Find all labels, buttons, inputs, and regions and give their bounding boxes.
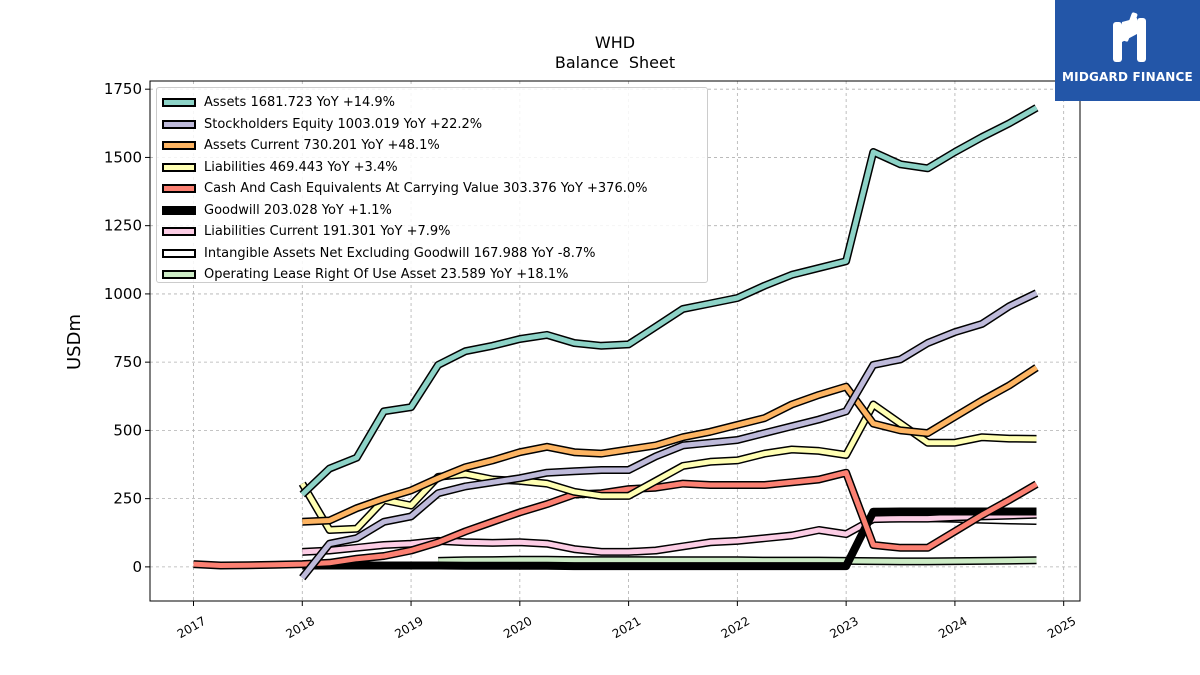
x-tick-label: 2023: [827, 614, 860, 641]
legend-item: Assets 1681.723 YoY +14.9%: [161, 92, 707, 114]
y-tick-label: 1750: [104, 80, 142, 98]
legend-label: Goodwill 203.028 YoY +1.1%: [204, 202, 392, 218]
legend-swatch: [162, 98, 196, 108]
y-tick-label: 750: [113, 353, 142, 371]
chart-subtitle: Balance Sheet: [555, 53, 675, 72]
x-tick-label: 2022: [719, 614, 752, 641]
y-tick-label: 1000: [104, 285, 142, 303]
legend-swatch: [162, 270, 196, 280]
legend-item: Goodwill 203.028 YoY +1.1%: [161, 200, 707, 222]
legend-item: Assets Current 730.201 YoY +48.1%: [161, 135, 707, 157]
x-tick-label: 2020: [501, 614, 534, 641]
y-axis-label: USDm: [64, 314, 85, 370]
x-tick-label: 2019: [392, 614, 425, 641]
series-line-assets: [300, 105, 1038, 497]
legend-item: Operating Lease Right Of Use Asset 23.58…: [161, 264, 707, 286]
legend-label: Stockholders Equity 1003.019 YoY +22.2%: [204, 116, 483, 132]
x-tick-label: 2021: [610, 614, 643, 641]
legend-label: Cash And Cash Equivalents At Carrying Va…: [204, 181, 648, 197]
y-tick-label: 1500: [104, 148, 142, 166]
legend-swatch: [162, 205, 196, 215]
legend-item: Liabilities Current 191.301 YoY +7.9%: [161, 221, 707, 243]
legend-item: Cash And Cash Equivalents At Carrying Va…: [161, 178, 707, 200]
logo-text: MIDGARD FINANCE: [1062, 70, 1193, 84]
legend-label: Assets 1681.723 YoY +14.9%: [204, 95, 396, 111]
x-tick-label: 2025: [1045, 614, 1078, 641]
series-line-assets-current: [302, 365, 1038, 525]
legend-label: Operating Lease Right Of Use Asset 23.58…: [204, 267, 569, 283]
legend-swatch: [162, 248, 196, 258]
legend-swatch: [162, 162, 196, 172]
series-line-stockholders-equity: [300, 290, 1038, 580]
legend-label: Intangible Assets Net Excluding Goodwill…: [204, 245, 596, 261]
y-tick-label: 0: [132, 558, 142, 576]
y-tick-label: 250: [113, 490, 142, 508]
legend-swatch: [162, 184, 196, 194]
x-tick-label: 2018: [284, 614, 317, 641]
legend-label: Liabilities 469.443 YoY +3.4%: [204, 159, 398, 175]
legend-item: Stockholders Equity 1003.019 YoY +22.2%: [161, 114, 707, 136]
legend-item: Liabilities 469.443 YoY +3.4%: [161, 157, 707, 179]
y-tick-label: 1250: [104, 217, 142, 235]
y-tick-label: 500: [113, 421, 142, 439]
M-logo-icon: [1113, 12, 1146, 62]
x-tick-label: 2024: [936, 614, 969, 641]
legend: Assets 1681.723 YoY +14.9% Stockholders E…: [156, 87, 708, 283]
x-tick-label: 2017: [175, 614, 208, 641]
series-lines: [193, 104, 1039, 581]
legend-swatch: [162, 227, 196, 237]
series-line-operating-lease-right-of-use-asset: [438, 557, 1037, 564]
legend-item: Intangible Assets Net Excluding Goodwill…: [161, 243, 707, 265]
legend-swatch: [162, 141, 196, 151]
legend-swatch: [162, 119, 196, 129]
legend-label: Liabilities Current 191.301 YoY +7.9%: [204, 224, 451, 240]
series-line-goodwill: [302, 509, 1037, 569]
chart-title: WHD: [595, 33, 635, 52]
series-line-cash-and-cash-equivalents-at-carrying-value: [193, 470, 1038, 568]
legend-label: Assets Current 730.201 YoY +48.1%: [204, 138, 440, 154]
midgard-finance-logo: MIDGARD FINANCE: [1055, 0, 1200, 101]
plot-frame: [149, 80, 1081, 602]
